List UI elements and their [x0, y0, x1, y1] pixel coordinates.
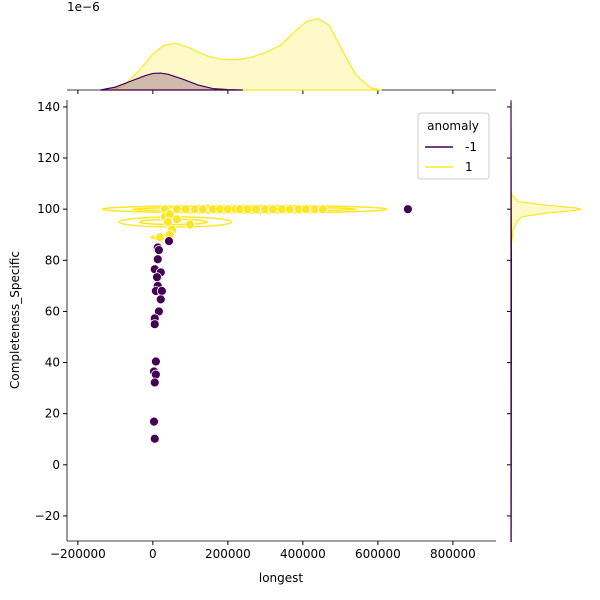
point-anomaly	[164, 236, 174, 247]
x-axis-label: longest	[259, 571, 304, 585]
y-density-normal	[510, 192, 582, 248]
point-anomaly	[155, 294, 166, 305]
point-anomaly	[402, 204, 413, 215]
y-tick-label: −20	[35, 509, 60, 523]
offset-label: 1e−6	[67, 0, 100, 14]
point-anomaly	[149, 416, 159, 427]
point-normal	[185, 219, 195, 230]
x-tick-label: −200000	[50, 547, 106, 561]
y-tick-label: 100	[37, 202, 60, 216]
point-normal	[155, 232, 165, 243]
y-tick-label: 120	[37, 151, 60, 165]
point-anomaly	[149, 433, 160, 444]
point-anomaly	[149, 319, 160, 330]
legend: anomaly -1 1	[417, 112, 490, 180]
point-normal	[197, 204, 208, 215]
point-normal	[162, 217, 173, 227]
top-marginal-kde	[67, 18, 496, 91]
x-tick-label: 600000	[355, 547, 401, 561]
legend-label-neg1: -1	[465, 140, 477, 154]
point-normal	[180, 204, 191, 215]
legend-box	[417, 112, 490, 180]
point-anomaly	[153, 245, 164, 255]
y-tick-label: 140	[37, 100, 60, 114]
y-tick-label: 40	[45, 356, 60, 370]
point-anomaly	[152, 272, 162, 283]
x-tick-label: 0	[149, 547, 157, 561]
point-anomaly	[149, 377, 160, 388]
y-tick-label: 80	[45, 253, 60, 267]
point-anomaly	[150, 369, 161, 380]
point-normal	[251, 204, 261, 215]
point-normal	[300, 204, 311, 215]
x-tick-label: 200000	[205, 547, 251, 561]
point-anomaly	[150, 356, 161, 367]
point-normal	[267, 204, 278, 215]
point-anomaly	[152, 254, 163, 265]
point-normal	[242, 204, 253, 215]
legend-title: anomaly	[427, 119, 479, 133]
y-axis-label: Completeness_Specific	[8, 251, 22, 389]
scatter-points	[149, 204, 413, 444]
legend-label-1: 1	[465, 160, 473, 174]
point-normal	[317, 204, 328, 215]
y-tick-label: 60	[45, 304, 60, 318]
point-anomaly	[156, 286, 167, 296]
x-density-normal	[111, 18, 382, 91]
y-tick-label: 20	[45, 407, 60, 421]
point-normal	[171, 214, 182, 225]
y-tick-label: 0	[52, 458, 60, 472]
point-normal	[284, 204, 295, 215]
axes: −200000 0 200000 400000 600000 800000 −20 0 20 40…	[35, 90, 511, 561]
x-density-anomaly	[100, 72, 243, 91]
x-tick-label: 400000	[280, 547, 326, 561]
x-tick-label: 800000	[430, 547, 476, 561]
right-marginal-kde	[510, 100, 582, 543]
